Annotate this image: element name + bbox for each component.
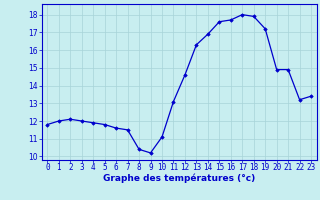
X-axis label: Graphe des températures (°c): Graphe des températures (°c) <box>103 174 255 183</box>
